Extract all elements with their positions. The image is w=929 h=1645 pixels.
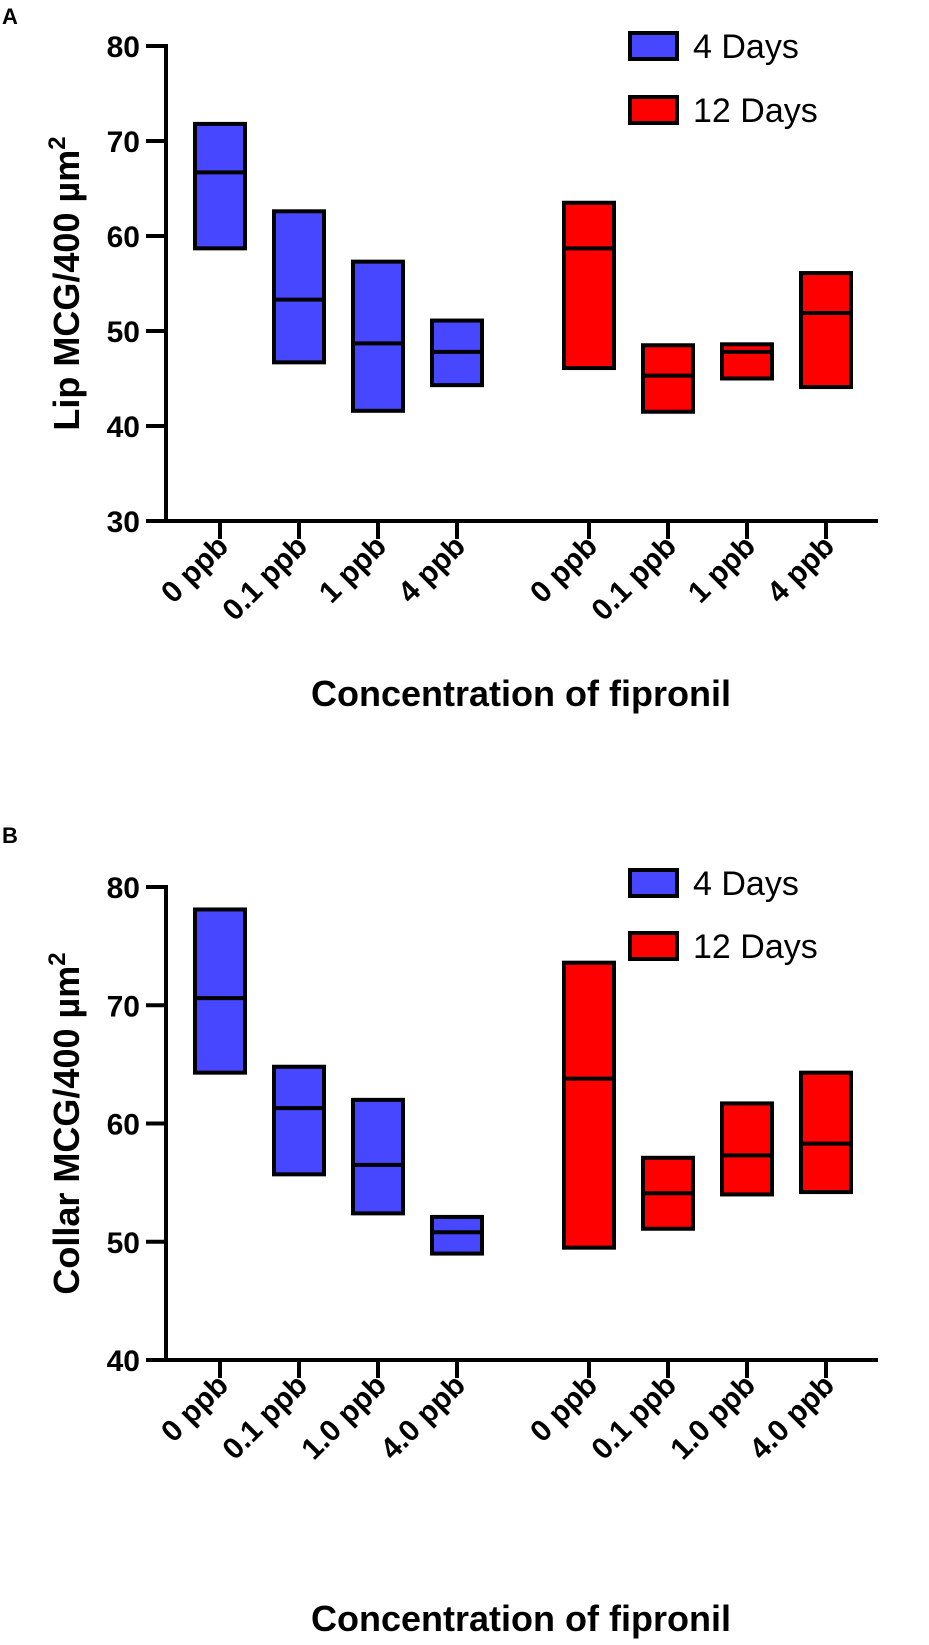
y-tick-label: 70 — [107, 990, 140, 1023]
x-axis-title: Concentration of fipronil — [311, 1598, 731, 1639]
x-tick-label: 0.1 ppb — [585, 530, 683, 628]
legend-label-4-days: 4 Days — [693, 28, 799, 66]
bar-12-days-3 — [720, 342, 774, 381]
x-tick-label: 0.1 ppb — [216, 530, 314, 628]
y-tick-label: 80 — [107, 872, 140, 905]
x-tick-label: 4 ppb — [392, 530, 472, 610]
x-tick-label: 0.1 ppb — [585, 1369, 683, 1467]
legend-label-12-days: 12 Days — [693, 928, 818, 966]
y-tick-label: 50 — [107, 1227, 140, 1260]
legend-swatch-4-days — [628, 31, 679, 61]
y-tick-label: 30 — [107, 506, 140, 539]
legend: 4 Days 12 Days — [628, 865, 818, 966]
x-tick-label: 4 ppb — [761, 530, 841, 610]
chart-panel-a: A 30 40 50 60 70 80 Lip MCG/400 µm2 Concentratio… — [2, 4, 878, 714]
legend-swatch-4-days — [628, 868, 679, 898]
x-tick-label: 1 ppb — [682, 530, 762, 610]
x-tick-label: 1.0 ppb — [295, 1369, 393, 1467]
bar-12-days-4 — [799, 1070, 853, 1195]
bar-4-days-1 — [193, 907, 247, 1075]
bar-12-days-1 — [562, 200, 616, 371]
x-tick-label: 4.0 ppb — [374, 1369, 472, 1467]
legend-label-12-days: 12 Days — [693, 92, 818, 130]
panel-letter: B — [2, 823, 18, 848]
bar-4-days-3 — [351, 259, 405, 413]
x-tick-label: 1 ppb — [313, 530, 393, 610]
bar-4-days-2 — [272, 209, 326, 365]
legend-swatch-12-days — [628, 931, 679, 961]
y-axis-title-superscript: 2 — [44, 952, 71, 965]
x-axis-title: Concentration of fipronil — [311, 673, 731, 714]
y-tick-label: 50 — [107, 316, 140, 349]
bar-4-days-2 — [272, 1064, 326, 1177]
legend-label-4-days: 4 Days — [693, 865, 799, 903]
bar-12-days-1 — [562, 960, 616, 1250]
y-tick-label: 60 — [107, 221, 140, 254]
bar-4-days-4 — [430, 1214, 484, 1256]
y-axis-title-superscript: 2 — [44, 136, 71, 149]
bar-4-days-1 — [193, 121, 247, 251]
y-tick-label: 70 — [107, 126, 140, 159]
bar-12-days-2 — [641, 343, 695, 414]
y-tick-label: 40 — [107, 1345, 140, 1378]
legend-swatch-12-days — [628, 95, 679, 125]
y-axis-title: Lip MCG/400 µm2 — [44, 136, 87, 430]
y-tick-label: 80 — [107, 31, 140, 64]
y-axis-title: Collar MCG/400 µm2 — [44, 952, 87, 1294]
bar-12-days-3 — [720, 1101, 774, 1197]
bar-12-days-4 — [799, 271, 853, 390]
bar-4-days-3 — [351, 1097, 405, 1216]
chart-panel-b: B 40 50 60 70 80 Collar MCG/400 µm2 Concentrati… — [2, 823, 878, 1639]
legend: 4 Days 12 Days — [628, 28, 818, 130]
y-tick-label: 60 — [107, 1109, 140, 1142]
y-axis-title-text: Lip MCG/400 µm — [46, 150, 87, 431]
y-tick-label: 40 — [107, 411, 140, 444]
y-axis-title-text: Collar MCG/400 µm — [46, 966, 87, 1295]
x-tick-label: 1.0 ppb — [664, 1369, 762, 1467]
panel-letter: A — [2, 4, 18, 29]
x-tick-label: 0.1 ppb — [216, 1369, 314, 1467]
x-tick-label: 4.0 ppb — [743, 1369, 841, 1467]
